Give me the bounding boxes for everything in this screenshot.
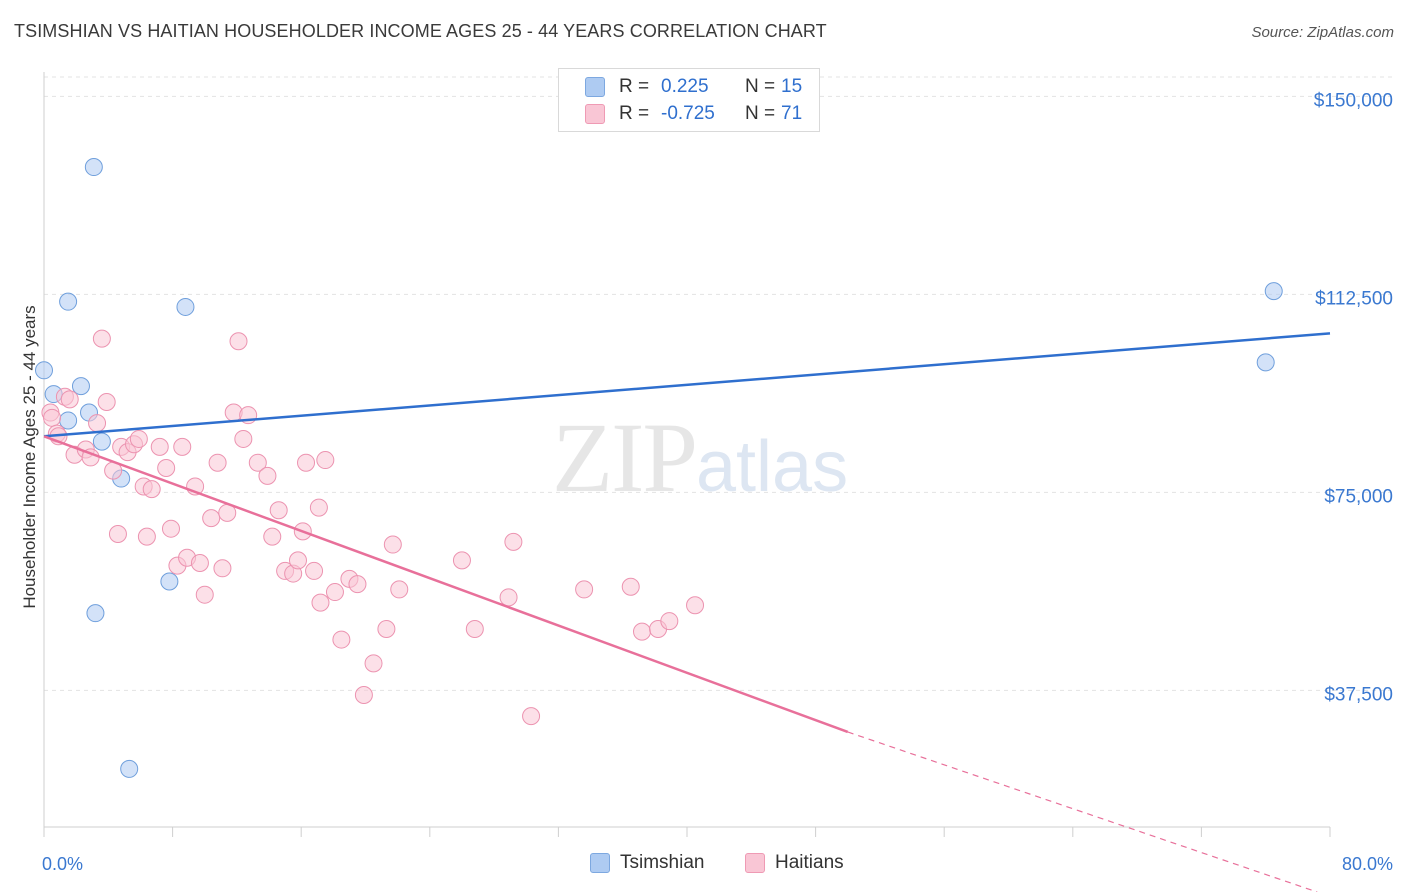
data-point-haitians — [452, 551, 471, 570]
data-point-haitians — [173, 437, 192, 456]
series-swatch-haitians — [745, 853, 765, 873]
data-point-haitians — [92, 329, 111, 348]
data-point-haitians — [305, 561, 324, 580]
data-point-haitians — [288, 551, 307, 570]
data-point-tsimshian — [92, 432, 111, 451]
data-point-haitians — [157, 458, 176, 477]
data-point-haitians — [499, 588, 518, 607]
series-legend-haitians[interactable]: Haitians — [745, 852, 844, 874]
y-tick-label: $112,500 — [1315, 288, 1393, 309]
legend-n-value: 71 — [781, 103, 803, 124]
data-point-haitians — [660, 612, 679, 631]
legend-r-value: -0.725 — [661, 103, 715, 124]
data-point-haitians — [504, 532, 523, 551]
data-point-tsimshian — [120, 759, 139, 778]
data-point-haitians — [248, 453, 267, 472]
data-point-haitians — [258, 466, 277, 485]
data-point-tsimshian — [35, 361, 53, 380]
data-point-haitians — [150, 437, 169, 456]
legend-swatch-haitians — [585, 104, 605, 124]
data-point-haitians — [311, 593, 330, 612]
data-point-haitians — [195, 585, 214, 604]
data-point-tsimshian — [176, 297, 195, 316]
data-point-haitians — [161, 519, 180, 538]
data-point-haitians — [108, 524, 127, 543]
data-point-haitians — [43, 408, 62, 427]
data-point-tsimshian — [1264, 282, 1283, 301]
legend-n-value: 15 — [781, 76, 803, 97]
correlation-legend: R = 0.225 N = 15 R = -0.725 N = 71 — [558, 68, 820, 132]
data-point-haitians — [129, 429, 148, 448]
data-point-haitians — [390, 580, 409, 599]
legend-row-tsimshian: R = 0.225 N = 15 — [559, 73, 802, 101]
watermark-zip: ZIP — [552, 402, 698, 513]
data-point-haitians — [142, 480, 161, 499]
data-point-haitians — [465, 620, 484, 639]
data-point-haitians — [297, 453, 316, 472]
watermark: ZIPatlas — [552, 400, 848, 515]
trendline-haitians — [43, 435, 849, 734]
data-point-tsimshian — [84, 158, 103, 177]
data-point-haitians — [213, 559, 232, 578]
watermark-atlas: atlas — [696, 427, 849, 507]
data-point-haitians — [621, 577, 640, 596]
data-point-haitians — [316, 451, 335, 470]
data-point-haitians — [190, 554, 209, 573]
data-point-haitians — [60, 390, 79, 409]
series-legend: Tsimshian Haitians — [0, 852, 1406, 878]
data-point-haitians — [88, 414, 107, 433]
legend-r-label: R = — [619, 76, 650, 97]
data-point-haitians — [325, 583, 344, 602]
trendline-haitians-extrapolated — [847, 731, 1318, 892]
series-label-haitians: Haitians — [775, 852, 844, 873]
data-point-haitians — [269, 501, 288, 520]
data-point-tsimshian — [59, 292, 78, 311]
y-tick-label: $150,000 — [1314, 90, 1393, 111]
y-tick-label: $37,500 — [1324, 684, 1393, 705]
data-point-haitians — [522, 707, 541, 726]
legend-n-label: N = — [745, 103, 776, 124]
data-point-haitians — [332, 630, 351, 649]
data-point-haitians — [632, 622, 651, 641]
x-tick-label-min: 0.0% — [42, 854, 83, 874]
x-tick-label-max: 80.0% — [1342, 854, 1393, 874]
data-point-haitians — [377, 620, 396, 639]
data-point-haitians — [364, 654, 383, 673]
legend-swatch-tsimshian — [585, 77, 605, 97]
data-point-tsimshian — [86, 604, 105, 623]
data-point-haitians — [348, 575, 367, 594]
chart-title: TSIMSHIAN VS HAITIAN HOUSEHOLDER INCOME … — [14, 21, 827, 41]
series-swatch-tsimshian — [590, 853, 610, 873]
series-label-tsimshian: Tsimshian — [620, 852, 705, 873]
data-point-tsimshian — [1256, 353, 1275, 372]
data-point-haitians — [97, 392, 116, 411]
data-point-tsimshian — [71, 377, 90, 396]
data-point-haitians — [575, 580, 594, 599]
y-tick-label: $75,000 — [1324, 486, 1393, 507]
legend-row-haitians: R = -0.725 N = 71 — [559, 100, 802, 128]
data-point-haitians — [383, 535, 402, 554]
source-credit: Source: ZipAtlas.com — [1251, 24, 1394, 41]
trendline-tsimshian — [43, 332, 1331, 438]
series-legend-tsimshian[interactable]: Tsimshian — [590, 852, 704, 874]
data-point-haitians — [229, 332, 248, 351]
legend-r-value: 0.225 — [661, 76, 709, 97]
data-point-haitians — [137, 527, 156, 546]
data-point-tsimshian — [160, 572, 179, 591]
legend-r-label: R = — [619, 103, 650, 124]
legend-n-label: N = — [745, 76, 776, 97]
data-point-haitians — [354, 686, 373, 705]
data-point-haitians — [263, 527, 282, 546]
data-point-haitians — [309, 498, 328, 517]
data-point-haitians — [234, 429, 253, 448]
data-point-haitians — [208, 453, 227, 472]
data-point-haitians — [686, 596, 705, 615]
data-point-haitians — [202, 509, 221, 528]
